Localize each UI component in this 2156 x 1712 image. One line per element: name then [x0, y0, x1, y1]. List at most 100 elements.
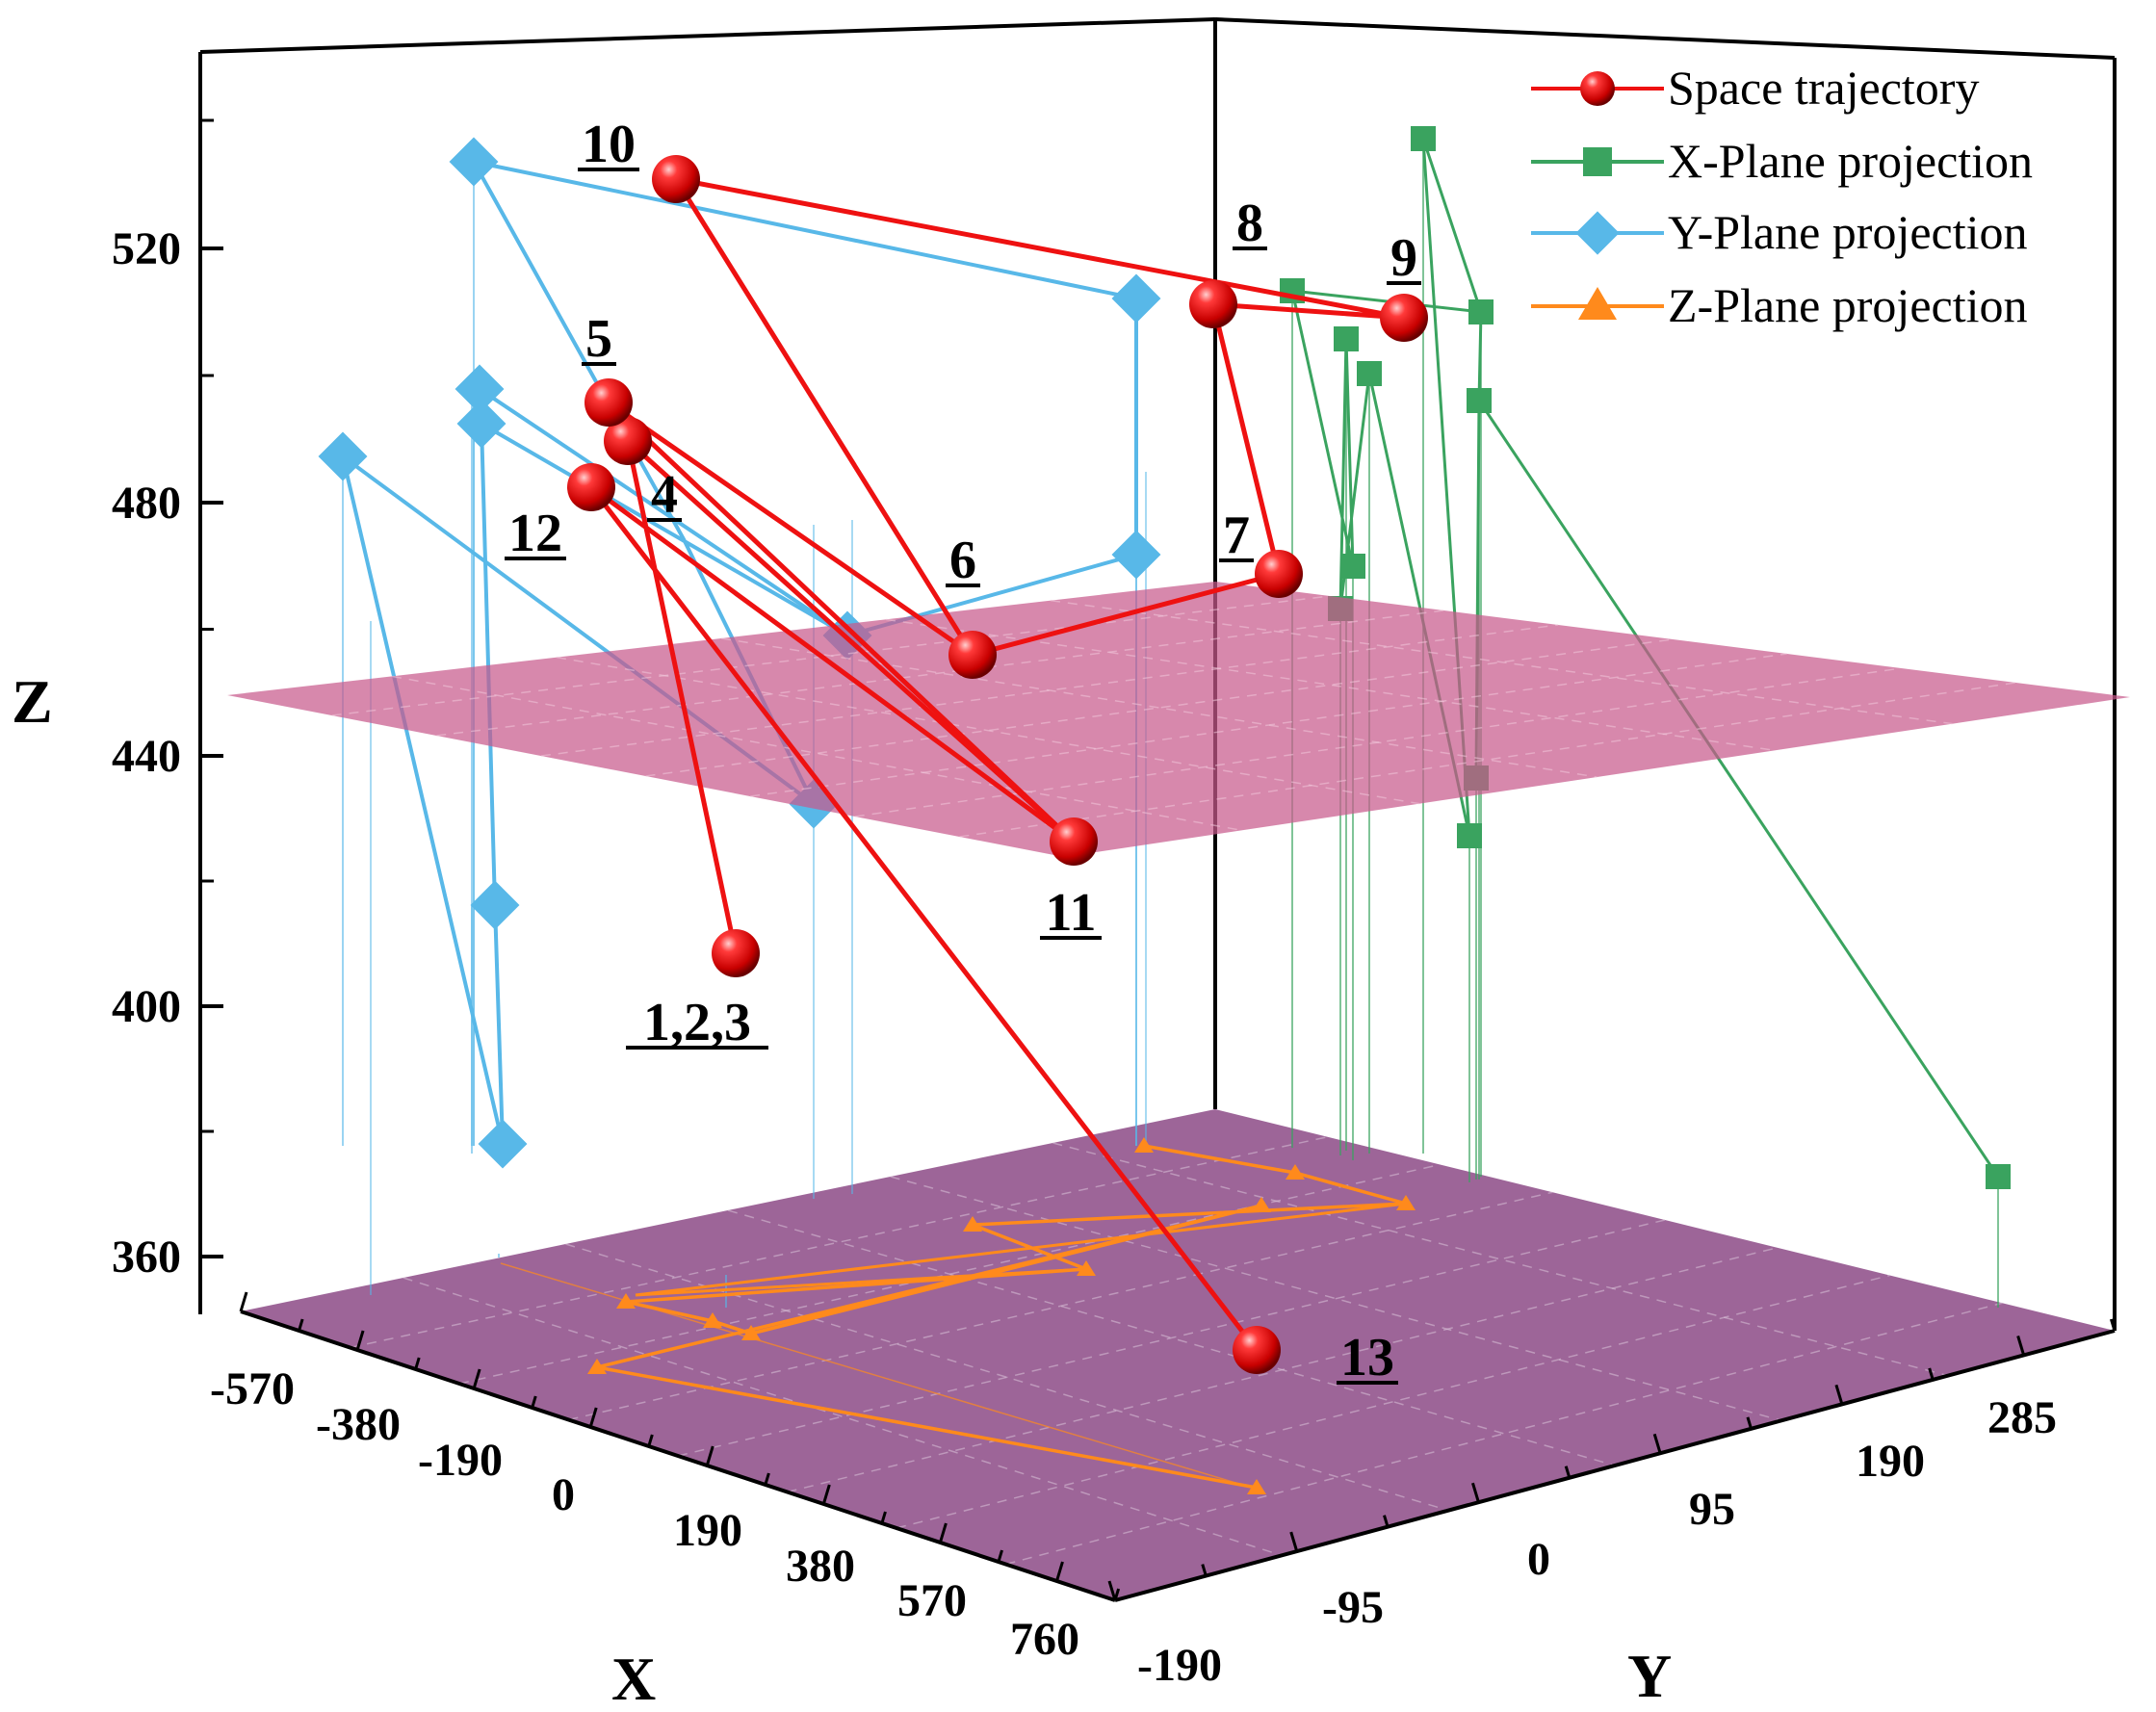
y-tick-label: -190: [1137, 1640, 1222, 1691]
trajectory-line: [589, 485, 1259, 1352]
x-tick-mark: [764, 1472, 770, 1486]
point-labels: 1,2,3 4 5 6 7 8 9 10 11 12 13: [505, 115, 1421, 1388]
x-tick-mark: [588, 1407, 598, 1428]
trajectory-marker: [567, 463, 615, 511]
grid-line: [720, 637, 1598, 778]
legend-label: X-Plane projection: [1668, 134, 2033, 188]
grid-line: [890, 1176, 1782, 1422]
point-label: 1,2,3: [643, 993, 751, 1052]
x-tick-label: 760: [1010, 1614, 1079, 1665]
frame: [198, 17, 2117, 1602]
y-tick-mark: [1289, 1531, 1299, 1552]
y-projection-marker: [1111, 530, 1161, 580]
point-label: 4: [651, 465, 678, 525]
x-tick-label: -570: [210, 1363, 295, 1414]
x-tick-label: -380: [316, 1399, 401, 1450]
trajectory-marker: [1189, 280, 1237, 328]
z-axis-title: Z: [12, 667, 53, 736]
z-projection-marker: [703, 1312, 722, 1328]
grid-line: [1052, 1142, 1949, 1377]
z-tick-label: 480: [112, 478, 181, 529]
point-label: 7: [1223, 506, 1250, 565]
z-projection-marker: [1247, 1479, 1266, 1494]
x-tick-mark: [705, 1445, 714, 1466]
z-tick-label: 400: [112, 981, 181, 1032]
x-projection-marker: [1357, 361, 1382, 386]
x-tick-mark: [298, 1318, 304, 1332]
trajectory-marker: [1255, 550, 1303, 598]
x-projection-marker: [1457, 823, 1482, 848]
x-tick-mark: [239, 1291, 248, 1312]
x-tick-mark: [880, 1511, 887, 1524]
y-tick-mark: [1834, 1384, 1844, 1405]
z-projection-marker: [1286, 1164, 1305, 1180]
y-tick-mark: [1928, 1367, 1935, 1381]
grid-line: [727, 1209, 1616, 1466]
trajectory-marker: [652, 155, 700, 203]
legend-marker: [1583, 147, 1612, 176]
point-label: 11: [1046, 883, 1097, 943]
z-projection-marker: [1134, 1137, 1154, 1153]
x-projection-path: [1477, 400, 2000, 1178]
y-tick-mark: [1201, 1564, 1208, 1576]
x-projection-marker: [1468, 299, 1494, 324]
y-projection-marker: [318, 431, 368, 481]
x-tick-mark: [997, 1549, 1003, 1563]
z-projection-marker: [616, 1293, 636, 1309]
y-tick-mark: [1471, 1482, 1480, 1503]
x-axis: -570 -380 -190 0 190 380 570 760: [210, 1291, 1121, 1665]
trajectory-line: [607, 401, 1076, 843]
x-tick-mark: [821, 1484, 831, 1505]
point-label: 12: [508, 504, 562, 563]
trajectory-marker: [584, 378, 633, 427]
y-tick-mark: [1383, 1515, 1390, 1528]
y-tick-mark: [1107, 1580, 1117, 1601]
z-tick-label: 520: [112, 223, 181, 274]
trajectory-marker: [1380, 294, 1428, 342]
x-tick-mark: [355, 1330, 365, 1351]
x-projection-marker: [1411, 126, 1436, 151]
legend-marker: [1580, 71, 1615, 106]
trajectory-marker: [1233, 1326, 1281, 1374]
z-tick-label: 440: [112, 731, 181, 782]
legend-label: Z-Plane projection: [1668, 278, 2028, 332]
trajectory-marker: [948, 631, 997, 679]
grid-line: [885, 618, 1776, 752]
floor-grid: [350, 1136, 2003, 1566]
z-projection-marker: [963, 1216, 982, 1232]
x-projection-marker: [1467, 388, 1492, 413]
middle-grid: [331, 595, 2016, 838]
x-tick-mark: [938, 1522, 948, 1543]
y-projection-path: [478, 387, 849, 637]
point-label: 5: [585, 309, 612, 369]
x-projection-marker: [1340, 554, 1365, 579]
z-axis: 360 400 440 480 520: [112, 118, 223, 1283]
point-label: 13: [1340, 1328, 1394, 1388]
trajectory-marker: [712, 929, 760, 977]
legend-label: Y-Plane projection: [1668, 205, 2028, 259]
legend-marker: [1575, 211, 1620, 255]
x-tick-mark: [647, 1434, 654, 1447]
space-trajectory: [567, 155, 1428, 1374]
grid-line: [403, 1277, 1283, 1557]
z-projection-path: [635, 1202, 1407, 1297]
grid-line: [556, 656, 1420, 805]
z-projection-marker: [1396, 1195, 1416, 1210]
grid-line: [677, 1219, 1666, 1457]
x-projection-marker: [1334, 326, 1359, 351]
y-projection-marker: [478, 1119, 528, 1169]
y-tick-mark: [2016, 1336, 2026, 1356]
legend-label: Space trajectory: [1668, 61, 1979, 115]
y-projection-marker: [455, 364, 505, 414]
point-label: 8: [1236, 194, 1263, 253]
grid-line: [350, 1136, 1328, 1349]
trajectory-marker: [604, 417, 652, 465]
x-tick-mark: [472, 1368, 481, 1389]
x-projection-marker: [1986, 1164, 2011, 1189]
y-tick-mark: [2109, 1318, 2117, 1332]
y-tick-mark: [1564, 1466, 1572, 1479]
grid-line: [436, 610, 1444, 737]
grid-line: [1005, 1302, 2003, 1566]
middle-plane: [227, 582, 2130, 857]
grid-line: [331, 595, 1330, 716]
